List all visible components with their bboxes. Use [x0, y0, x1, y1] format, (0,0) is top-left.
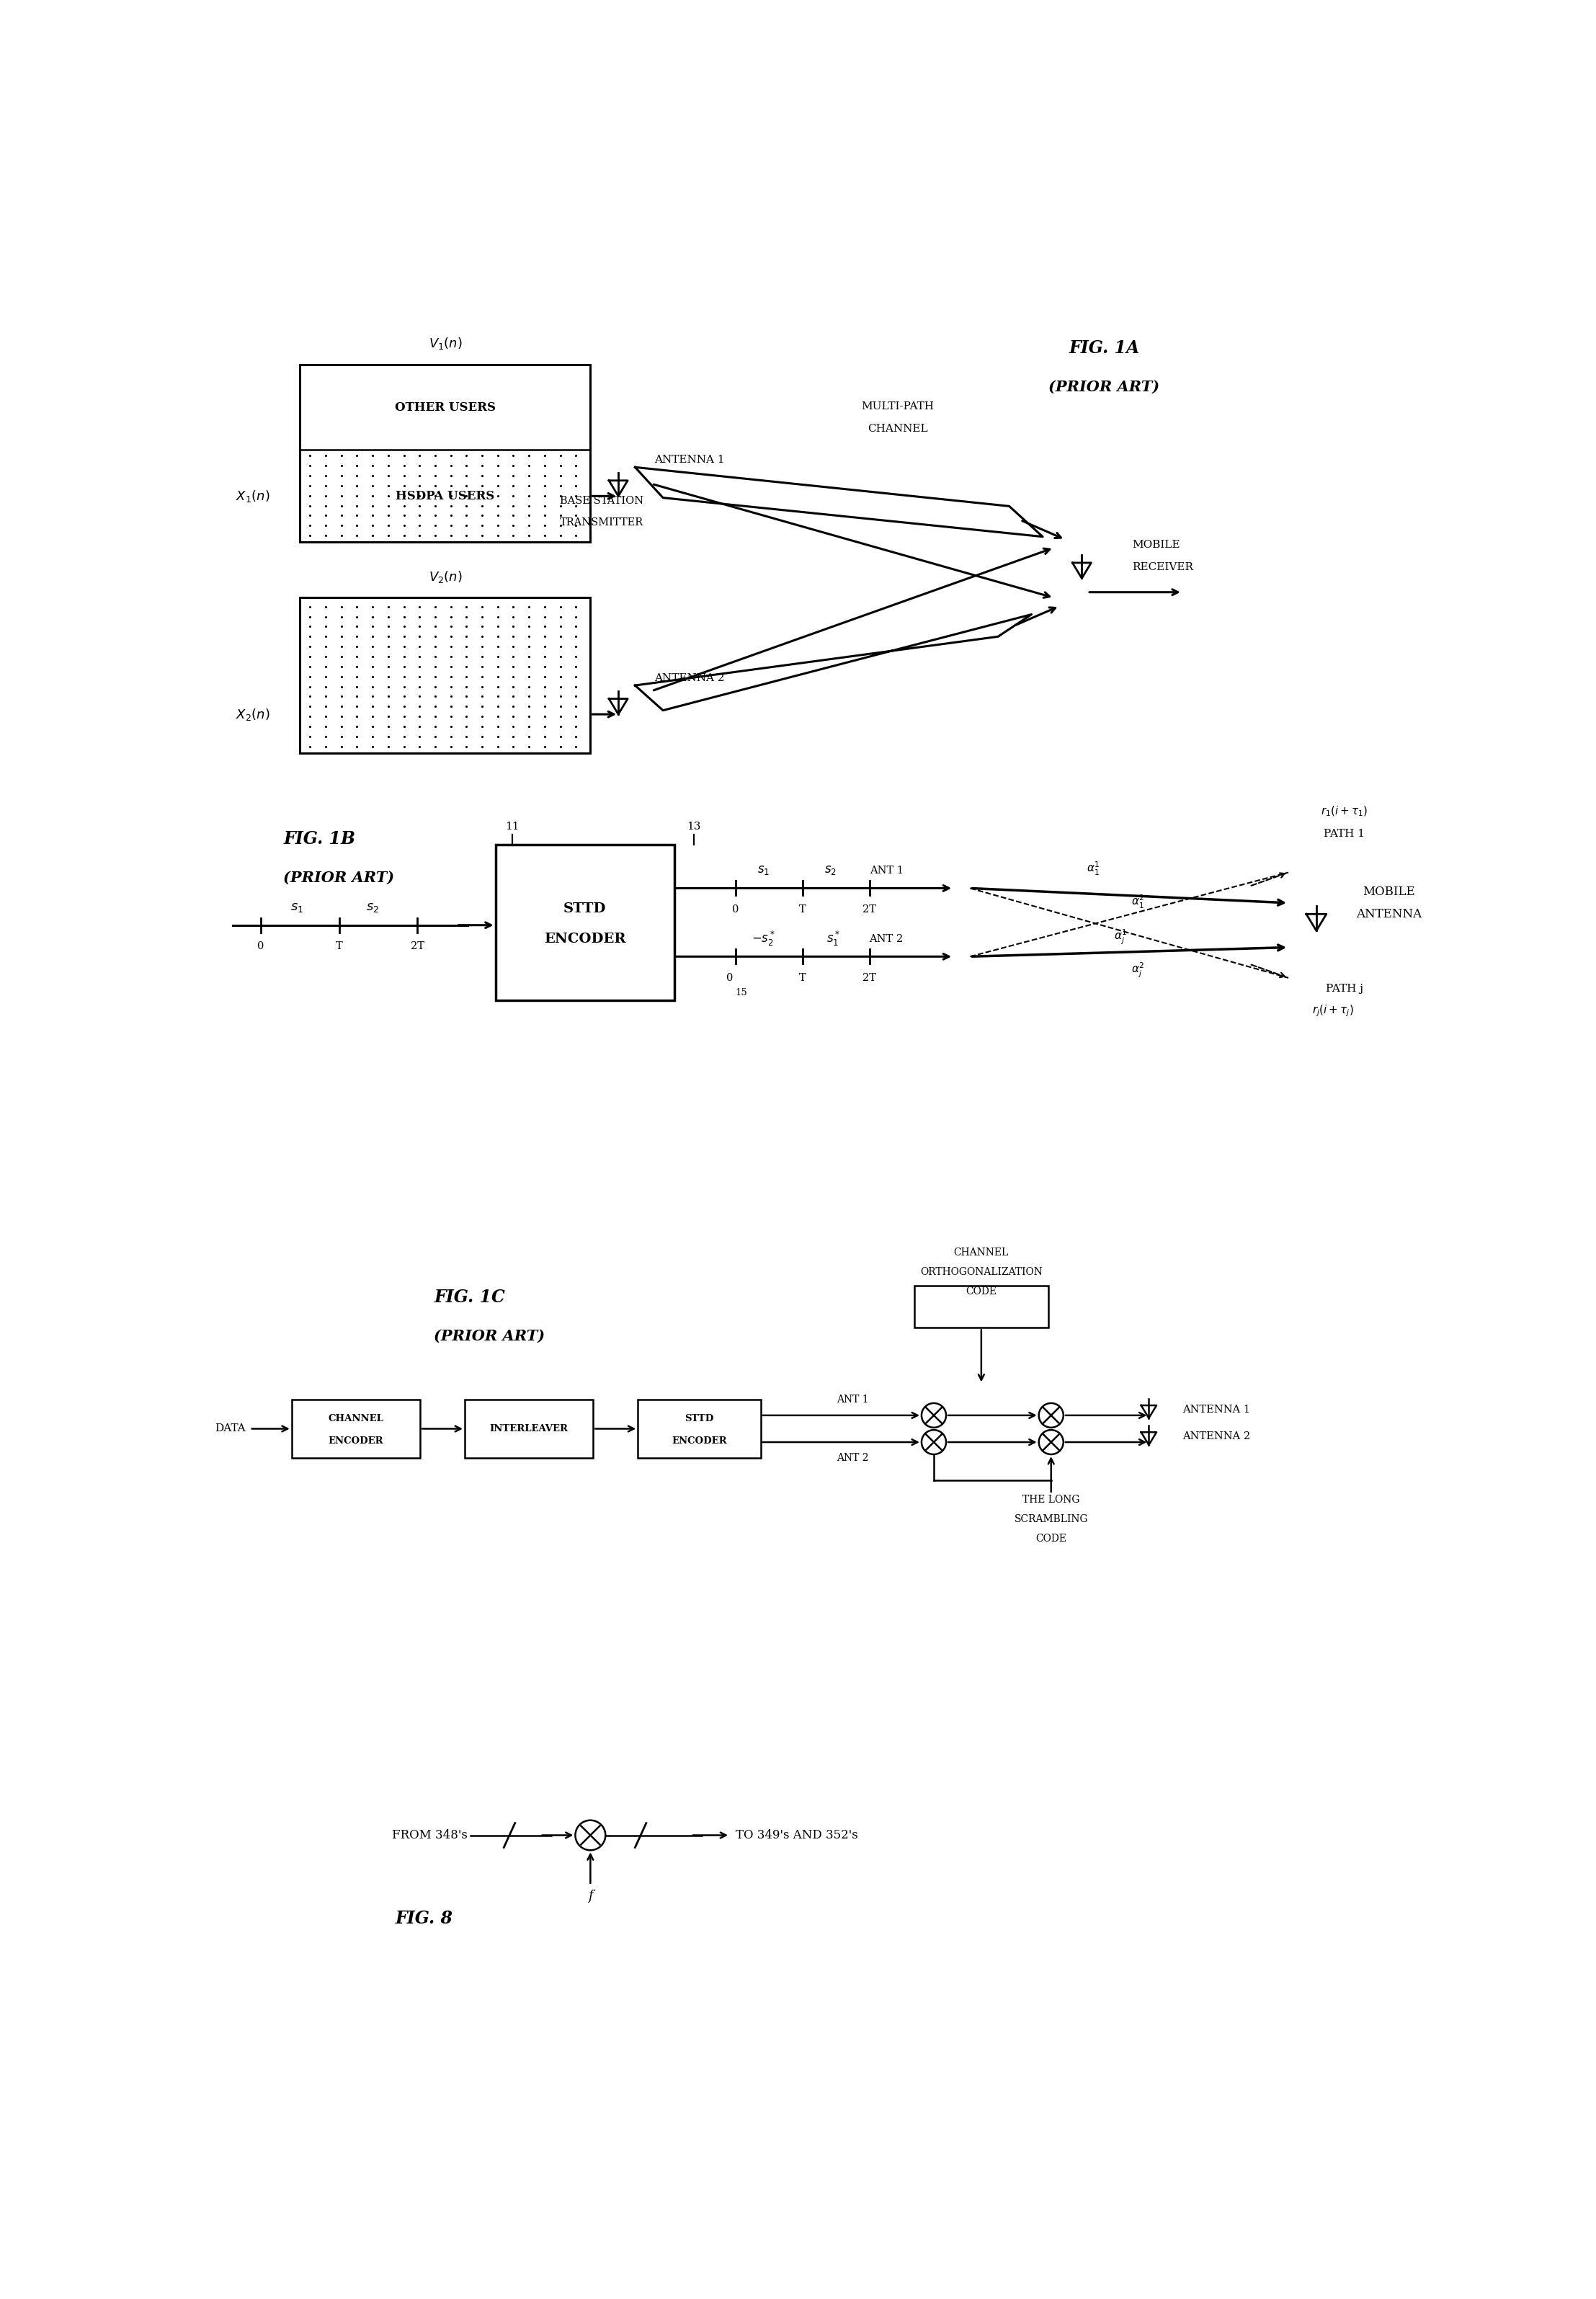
Text: ENCODER: ENCODER — [672, 1437, 726, 1446]
Text: ANT 1: ANT 1 — [870, 864, 903, 876]
Text: ENCODER: ENCODER — [544, 933, 626, 945]
Text: 2T: 2T — [863, 972, 876, 982]
Text: (PRIOR ART): (PRIOR ART) — [434, 1329, 546, 1343]
Text: FROM 348's: FROM 348's — [393, 1830, 468, 1841]
Text: $s_1$: $s_1$ — [290, 901, 303, 915]
Text: $V_2(n)$: $V_2(n)$ — [428, 570, 461, 584]
Text: THE LONG: THE LONG — [1023, 1494, 1080, 1504]
Bar — [638, 1400, 761, 1458]
Text: MULTI-PATH: MULTI-PATH — [862, 402, 934, 412]
Text: SCRAMBLING: SCRAMBLING — [1013, 1513, 1088, 1524]
Text: ORTHOGONALIZATION: ORTHOGONALIZATION — [919, 1267, 1042, 1276]
Text: 13: 13 — [686, 821, 701, 832]
Text: CHANNEL: CHANNEL — [954, 1248, 1009, 1258]
Text: HSDPA USERS: HSDPA USERS — [396, 490, 495, 501]
Text: ANTENNA 1: ANTENNA 1 — [654, 455, 725, 464]
Text: 15: 15 — [736, 989, 747, 998]
Text: $r_1(i+\tau_1)$: $r_1(i+\tau_1)$ — [1321, 805, 1368, 818]
Text: 0: 0 — [726, 972, 734, 982]
Bar — [464, 1400, 594, 1458]
Text: $s_2$: $s_2$ — [825, 864, 836, 876]
Text: STTD: STTD — [685, 1414, 713, 1423]
Text: ANT 1: ANT 1 — [836, 1395, 868, 1405]
Text: 2T: 2T — [410, 940, 425, 952]
Text: FIG. 8: FIG. 8 — [394, 1910, 453, 1927]
Text: $X_2(n)$: $X_2(n)$ — [236, 706, 270, 722]
Text: MOBILE: MOBILE — [1132, 540, 1179, 549]
Text: $s_1^*$: $s_1^*$ — [827, 929, 839, 947]
Text: CODE: CODE — [966, 1287, 998, 1297]
Bar — [915, 1285, 1049, 1327]
Text: T: T — [800, 904, 806, 915]
Text: 11: 11 — [506, 821, 519, 832]
Text: FIG. 1C: FIG. 1C — [434, 1287, 506, 1306]
Text: $\alpha_j^1$: $\alpha_j^1$ — [1114, 929, 1127, 947]
Text: CHANNEL: CHANNEL — [329, 1414, 383, 1423]
Text: CHANNEL: CHANNEL — [867, 423, 927, 435]
Text: TO 349's AND 352's: TO 349's AND 352's — [736, 1830, 859, 1841]
Text: ANT 2: ANT 2 — [836, 1453, 868, 1462]
Text: 0: 0 — [733, 904, 739, 915]
Text: FIG. 1A: FIG. 1A — [1069, 340, 1140, 356]
Text: $X_1(n)$: $X_1(n)$ — [236, 487, 270, 503]
Text: PATH j: PATH j — [1326, 984, 1363, 993]
Text: DATA: DATA — [215, 1423, 246, 1435]
Text: $\alpha_1^1$: $\alpha_1^1$ — [1087, 860, 1100, 878]
Text: $s_2$: $s_2$ — [365, 901, 380, 915]
Bar — [300, 598, 591, 754]
Text: OTHER USERS: OTHER USERS — [394, 400, 496, 414]
Text: ANT 2: ANT 2 — [870, 933, 903, 945]
Text: (PRIOR ART): (PRIOR ART) — [282, 871, 394, 885]
Text: 2T: 2T — [863, 904, 876, 915]
Text: ANTENNA: ANTENNA — [1357, 908, 1422, 920]
Text: MOBILE: MOBILE — [1363, 885, 1416, 899]
Text: ENCODER: ENCODER — [329, 1437, 383, 1446]
Text: $s_1$: $s_1$ — [758, 864, 769, 876]
Bar — [300, 366, 591, 543]
Bar — [292, 1400, 420, 1458]
Text: RECEIVER: RECEIVER — [1132, 563, 1194, 572]
Text: f: f — [587, 1890, 592, 1904]
Text: TRANSMITTER: TRANSMITTER — [560, 517, 643, 529]
Text: STTD: STTD — [563, 901, 606, 915]
Text: (PRIOR ART): (PRIOR ART) — [1049, 379, 1160, 393]
Text: BASE STATION: BASE STATION — [560, 497, 643, 506]
Text: $r_j(i+\tau_j)$: $r_j(i+\tau_j)$ — [1312, 1005, 1353, 1018]
Bar — [495, 844, 674, 1000]
Text: 0: 0 — [257, 940, 265, 952]
Text: INTERLEAVER: INTERLEAVER — [490, 1423, 568, 1435]
Text: T: T — [335, 940, 343, 952]
Text: $\alpha_1^2$: $\alpha_1^2$ — [1132, 894, 1144, 910]
Text: ANTENNA 2: ANTENNA 2 — [1183, 1432, 1250, 1441]
Text: ANTENNA 2: ANTENNA 2 — [654, 674, 725, 683]
Text: T: T — [800, 972, 806, 982]
Text: $-s_2^*$: $-s_2^*$ — [752, 929, 776, 947]
Text: FIG. 1B: FIG. 1B — [282, 830, 356, 848]
Text: $V_1(n)$: $V_1(n)$ — [428, 336, 461, 352]
Text: CODE: CODE — [1036, 1533, 1066, 1543]
Text: PATH 1: PATH 1 — [1323, 828, 1365, 839]
Text: $\alpha_j^2$: $\alpha_j^2$ — [1132, 961, 1144, 979]
Text: ANTENNA 1: ANTENNA 1 — [1183, 1405, 1250, 1414]
